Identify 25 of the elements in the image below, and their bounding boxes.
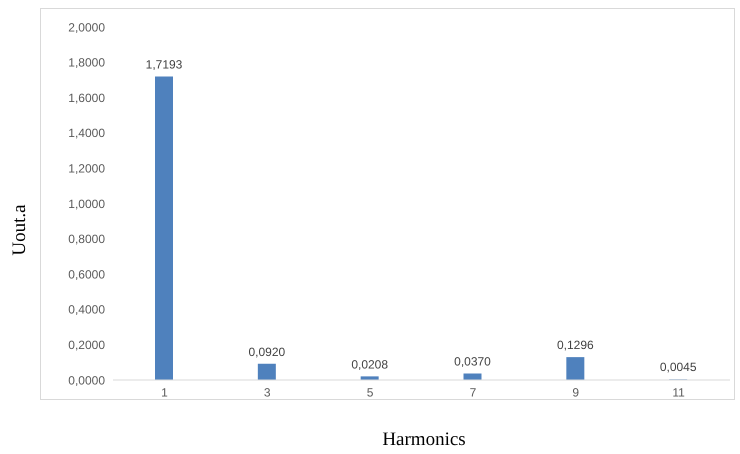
y-tick-label: 0,4000 xyxy=(68,302,106,317)
x-axis-title: Harmonics xyxy=(382,429,466,451)
y-tick-label: 1,4000 xyxy=(68,126,106,140)
y-tick-label: 0,2000 xyxy=(68,338,106,352)
y-tick-label: 0,6000 xyxy=(68,267,106,282)
x-tick-label: 1 xyxy=(161,386,168,400)
y-axis-title: Uout.a xyxy=(9,204,31,256)
data-label: 0,1296 xyxy=(556,338,594,352)
data-label: 0,0208 xyxy=(351,357,388,372)
y-tick-label: 1,2000 xyxy=(68,161,106,176)
data-label: 0,0370 xyxy=(454,354,492,368)
y-tick-label: 1,8000 xyxy=(68,56,106,70)
x-tick-label: 9 xyxy=(572,386,580,400)
x-tick-label: 11 xyxy=(672,386,686,400)
y-tick-label: 1,6000 xyxy=(68,90,106,105)
data-label: 0,0920 xyxy=(248,344,286,359)
x-tick-label: 5 xyxy=(366,386,374,400)
data-label: 0,0045 xyxy=(660,360,697,374)
x-tick-label: 7 xyxy=(470,386,477,400)
y-tick-label: 1,0000 xyxy=(68,196,106,211)
data-label: 1,7193 xyxy=(146,58,183,72)
y-tick-label: 2,0000 xyxy=(68,20,106,34)
y-tick-label: 0,8000 xyxy=(68,232,106,246)
y-tick-label: 0,0000 xyxy=(68,373,106,388)
x-tick-label: 3 xyxy=(264,386,271,400)
